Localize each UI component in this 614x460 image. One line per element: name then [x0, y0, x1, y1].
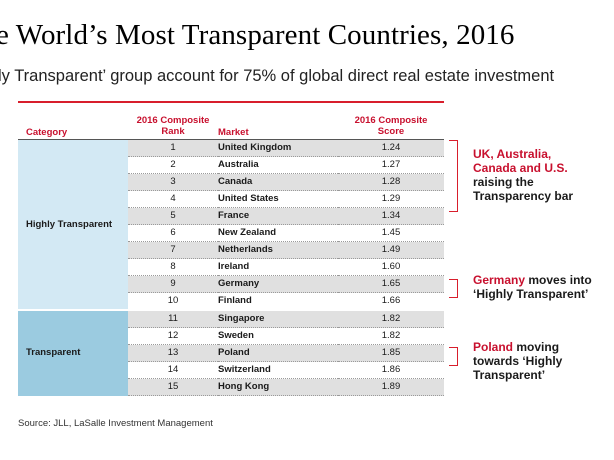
note-top-four-highlight: UK, Australia, Canada and U.S.	[473, 147, 568, 175]
bracket-germany	[449, 279, 458, 298]
score-cell: 1.29	[338, 190, 444, 208]
market-cell: New Zealand	[218, 224, 338, 242]
rank-cell: 1	[128, 139, 218, 157]
bracket-poland	[449, 347, 458, 366]
score-cell: 1.65	[338, 275, 444, 293]
table-row: 2 Australia 1.27	[18, 156, 444, 174]
header-market: Market	[218, 127, 249, 138]
header-rank: 2016 Composite Rank	[136, 114, 210, 137]
market-cell: Hong Kong	[218, 378, 338, 396]
market-cell: Germany	[218, 275, 338, 293]
score-cell: 1.28	[338, 173, 444, 191]
rank-cell: 2	[128, 156, 218, 174]
table-row: 10 Finland 1.66	[18, 292, 444, 311]
transparency-table: Category 2016 Composite Rank Market 2016…	[18, 112, 444, 396]
market-cell: United States	[218, 190, 338, 208]
header-category: Category	[26, 127, 68, 138]
table-row: 8 Ireland 1.60	[18, 258, 444, 276]
score-cell: 1.66	[338, 292, 444, 311]
rank-cell: 15	[128, 378, 218, 396]
score-cell: 1.34	[338, 207, 444, 225]
table-row: 6 New Zealand 1.45	[18, 224, 444, 242]
rank-cell: 7	[128, 241, 218, 259]
rank-cell: 11	[128, 309, 218, 328]
note-poland: Poland moving towards ‘Highly Transparen…	[473, 340, 588, 382]
note-poland-text: moving towards ‘Highly Transparent’	[473, 340, 563, 382]
rank-cell: 9	[128, 275, 218, 293]
header-score: 2016 Composite Score	[354, 114, 428, 137]
score-cell: 1.82	[338, 327, 444, 345]
market-cell: Finland	[218, 292, 338, 311]
category-transparent: Transparent	[18, 309, 128, 396]
market-cell: Sweden	[218, 327, 338, 345]
table-row: 13 Poland 1.85	[18, 344, 444, 362]
source-note: Source: JLL, LaSalle Investment Manageme…	[18, 418, 213, 429]
score-cell: 1.27	[338, 156, 444, 174]
table-row: 9 Germany 1.65	[18, 275, 444, 293]
table-row: 3 Canada 1.28	[18, 173, 444, 191]
market-cell: Netherlands	[218, 241, 338, 259]
category-highly-transparent: Highly Transparent	[18, 139, 128, 310]
bracket-top-four	[449, 140, 458, 212]
table-row: 7 Netherlands 1.49	[18, 241, 444, 259]
market-cell: Singapore	[218, 309, 338, 328]
table-row: 15 Hong Kong 1.89	[18, 378, 444, 396]
rank-cell: 10	[128, 292, 218, 311]
rank-cell: 3	[128, 173, 218, 191]
table-header-row: Category 2016 Composite Rank Market 2016…	[18, 112, 444, 140]
score-cell: 1.85	[338, 344, 444, 362]
market-cell: Switzerland	[218, 361, 338, 379]
title-divider	[18, 101, 444, 103]
table-row: 5 France 1.34	[18, 207, 444, 225]
rank-cell: 6	[128, 224, 218, 242]
note-top-four-text: raising the Transparency bar	[473, 175, 574, 203]
market-cell: United Kingdom	[218, 139, 338, 157]
market-cell: Ireland	[218, 258, 338, 276]
note-top-four: UK, Australia, Canada and U.S. raising t…	[473, 147, 588, 203]
score-cell: 1.89	[338, 378, 444, 396]
rank-cell: 14	[128, 361, 218, 379]
rank-cell: 13	[128, 344, 218, 362]
score-cell: 1.60	[338, 258, 444, 276]
score-cell: 1.24	[338, 139, 444, 157]
market-cell: Poland	[218, 344, 338, 362]
market-cell: Canada	[218, 173, 338, 191]
rank-cell: 5	[128, 207, 218, 225]
page-title: e World’s Most Transparent Countries, 20…	[0, 19, 515, 51]
table-row: 12 Sweden 1.82	[18, 327, 444, 345]
page-subtitle: ly Transparent’ group account for 75% of…	[0, 67, 555, 85]
rank-cell: 4	[128, 190, 218, 208]
table-row: Highly Transparent 1 United Kingdom 1.24	[18, 139, 444, 310]
score-cell: 1.49	[338, 241, 444, 259]
note-germany-text: moves into ‘Highly Transparent’	[473, 273, 592, 301]
note-poland-highlight: Poland	[473, 340, 514, 354]
score-cell: 1.45	[338, 224, 444, 242]
table-row: Transparent 11 Singapore 1.82	[18, 309, 444, 396]
rank-cell: 8	[128, 258, 218, 276]
rank-cell: 12	[128, 327, 218, 345]
market-cell: Australia	[218, 156, 338, 174]
score-cell: 1.86	[338, 361, 444, 379]
market-cell: France	[218, 207, 338, 225]
table-row: 4 United States 1.29	[18, 190, 444, 208]
table-row: 14 Switzerland 1.86	[18, 361, 444, 379]
score-cell: 1.82	[338, 309, 444, 328]
note-germany: Germany moves into ‘Highly Transparent’	[473, 273, 603, 301]
note-germany-highlight: Germany	[473, 273, 526, 287]
